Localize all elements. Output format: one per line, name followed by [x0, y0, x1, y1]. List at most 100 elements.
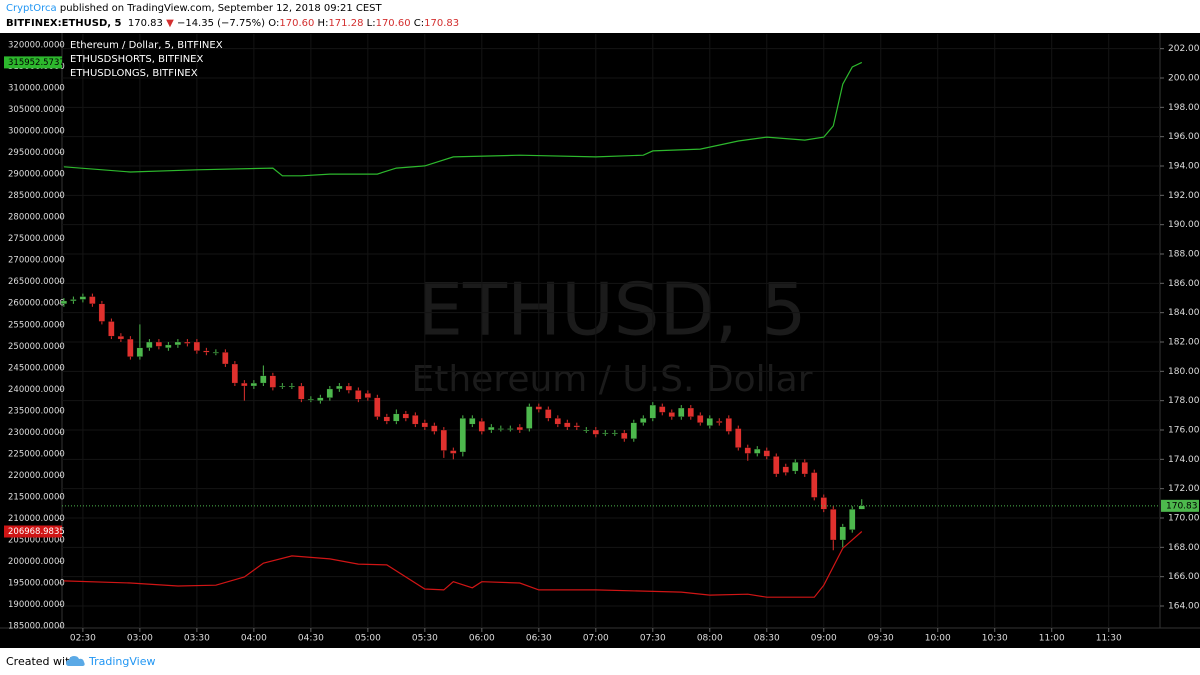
candle-body	[744, 447, 751, 454]
y2-tick-label: 265000.0000	[8, 277, 65, 287]
candle-body	[687, 407, 694, 417]
candle-body	[630, 422, 637, 439]
candle-body	[858, 505, 865, 510]
x-tick-label: 11:30	[1096, 634, 1122, 644]
y2-tick-label: 205000.0000	[8, 535, 65, 545]
y2-tick-label: 300000.0000	[8, 127, 65, 137]
ohlc-key: C:	[413, 18, 425, 29]
candle-body	[554, 418, 561, 425]
y2-tick-label: 185000.0000	[8, 622, 65, 632]
y2-tick-label: 260000.0000	[8, 299, 65, 309]
y2-tick-label: 230000.0000	[8, 428, 65, 438]
x-tick-label: 03:00	[127, 634, 153, 644]
y-tick-label: 176.00	[1168, 426, 1200, 436]
x-tick-label: 06:00	[469, 634, 495, 644]
candle-body	[668, 412, 675, 417]
candle-body	[146, 341, 153, 349]
candle-body	[279, 385, 286, 388]
x-tick-label: 07:30	[640, 634, 666, 644]
y-tick-label: 182.00	[1168, 338, 1200, 348]
y-tick-label: 198.00	[1168, 103, 1200, 113]
candle-body	[402, 413, 409, 419]
chart-background	[0, 33, 1200, 648]
y2-tick-label: 190000.0000	[8, 600, 65, 610]
published: published on TradingView.com, September …	[59, 3, 382, 14]
last-price-label: 170.83	[1166, 501, 1198, 511]
x-tick-label: 03:30	[184, 634, 210, 644]
candle-body	[374, 397, 381, 417]
price: 170.83	[127, 18, 163, 29]
candle-body	[621, 432, 628, 439]
candle-body	[412, 415, 419, 425]
candle-body	[564, 422, 571, 428]
publish-line: CryptOrca published on TradingView.com, …	[6, 3, 382, 14]
ohlc-value: 170.60	[279, 18, 315, 29]
last-value-box	[4, 525, 62, 538]
legend-main: Ethereum / Dollar, 5, BITFINEX	[70, 40, 223, 51]
y2-tick-label: 270000.0000	[8, 256, 65, 266]
candle-body	[830, 509, 837, 541]
y-tick-label: 164.00	[1168, 602, 1200, 612]
y-tick-label: 168.00	[1168, 543, 1200, 553]
candle-body	[364, 393, 371, 398]
y-tick-label: 172.00	[1168, 484, 1200, 494]
candle-body	[725, 418, 732, 432]
y-tick-label: 184.00	[1168, 308, 1200, 318]
last-price-box	[1161, 499, 1199, 512]
footer: Created with TradingView	[0, 648, 1200, 675]
y-tick-label: 174.00	[1168, 455, 1200, 465]
candle-body	[89, 296, 96, 305]
x-tick-label: 10:00	[925, 634, 951, 644]
y-tick-label: 200.00	[1168, 74, 1200, 84]
candle-body	[792, 462, 799, 472]
candle-body	[478, 421, 485, 432]
candle-body	[649, 404, 656, 419]
y-tick-label: 188.00	[1168, 250, 1200, 260]
x-tick-label: 05:30	[412, 634, 438, 644]
brand-logo	[66, 656, 85, 666]
candle-body	[393, 413, 400, 422]
ohlc-value: 170.83	[424, 18, 460, 29]
y-tick-label: 178.00	[1168, 396, 1200, 406]
y2-tick-label: 225000.0000	[8, 449, 65, 459]
brand[interactable]: TradingView	[89, 655, 156, 668]
candle-body	[602, 432, 609, 435]
candle-body	[108, 321, 115, 337]
candle-body	[269, 375, 277, 388]
candle-body	[450, 450, 457, 454]
y2-tick-label: 215000.0000	[8, 492, 65, 502]
candle-body	[260, 375, 267, 384]
chart: ETHUSD, 5 Ethereum / U.S. Dollar 02:30 03…	[0, 33, 1200, 648]
candle-body	[469, 418, 476, 425]
candle-body	[782, 466, 789, 473]
candle-body	[345, 385, 352, 391]
candle-body	[288, 385, 296, 388]
y2-tick-label: 250000.0000	[8, 342, 65, 352]
ohlc-value: 171.28	[328, 18, 364, 29]
x-tick-label: 05:00	[355, 634, 381, 644]
y2-tick-label: 255000.0000	[8, 320, 65, 330]
candle-body	[545, 409, 552, 419]
x-tick-label: 07:00	[583, 634, 609, 644]
last-value-label: 315952.5737	[8, 58, 65, 68]
candle-body	[98, 303, 106, 322]
y-tick-label: 190.00	[1168, 220, 1200, 230]
candle-body	[203, 350, 210, 353]
y2-tick-label: 320000.0000	[8, 40, 65, 50]
ohlc-value: 170.60	[375, 18, 411, 29]
candle-body	[716, 421, 723, 423]
candle-body	[165, 344, 172, 349]
header: CryptOrca published on TradingView.com, …	[0, 0, 1200, 33]
last-value-box	[4, 56, 62, 69]
y2-tick-label: 290000.0000	[8, 170, 65, 180]
candle-body	[127, 338, 134, 357]
candle-body	[535, 406, 542, 410]
last-value-label: 206968.9835	[8, 527, 65, 537]
candle-body	[659, 406, 666, 413]
y-tick-label: 194.00	[1168, 162, 1200, 172]
y-tick-label: 192.00	[1168, 191, 1200, 201]
author[interactable]: CryptOrca	[6, 3, 57, 14]
candle-body	[611, 432, 618, 435]
x-tick-label: 04:30	[298, 634, 324, 644]
candle-body	[193, 341, 201, 351]
